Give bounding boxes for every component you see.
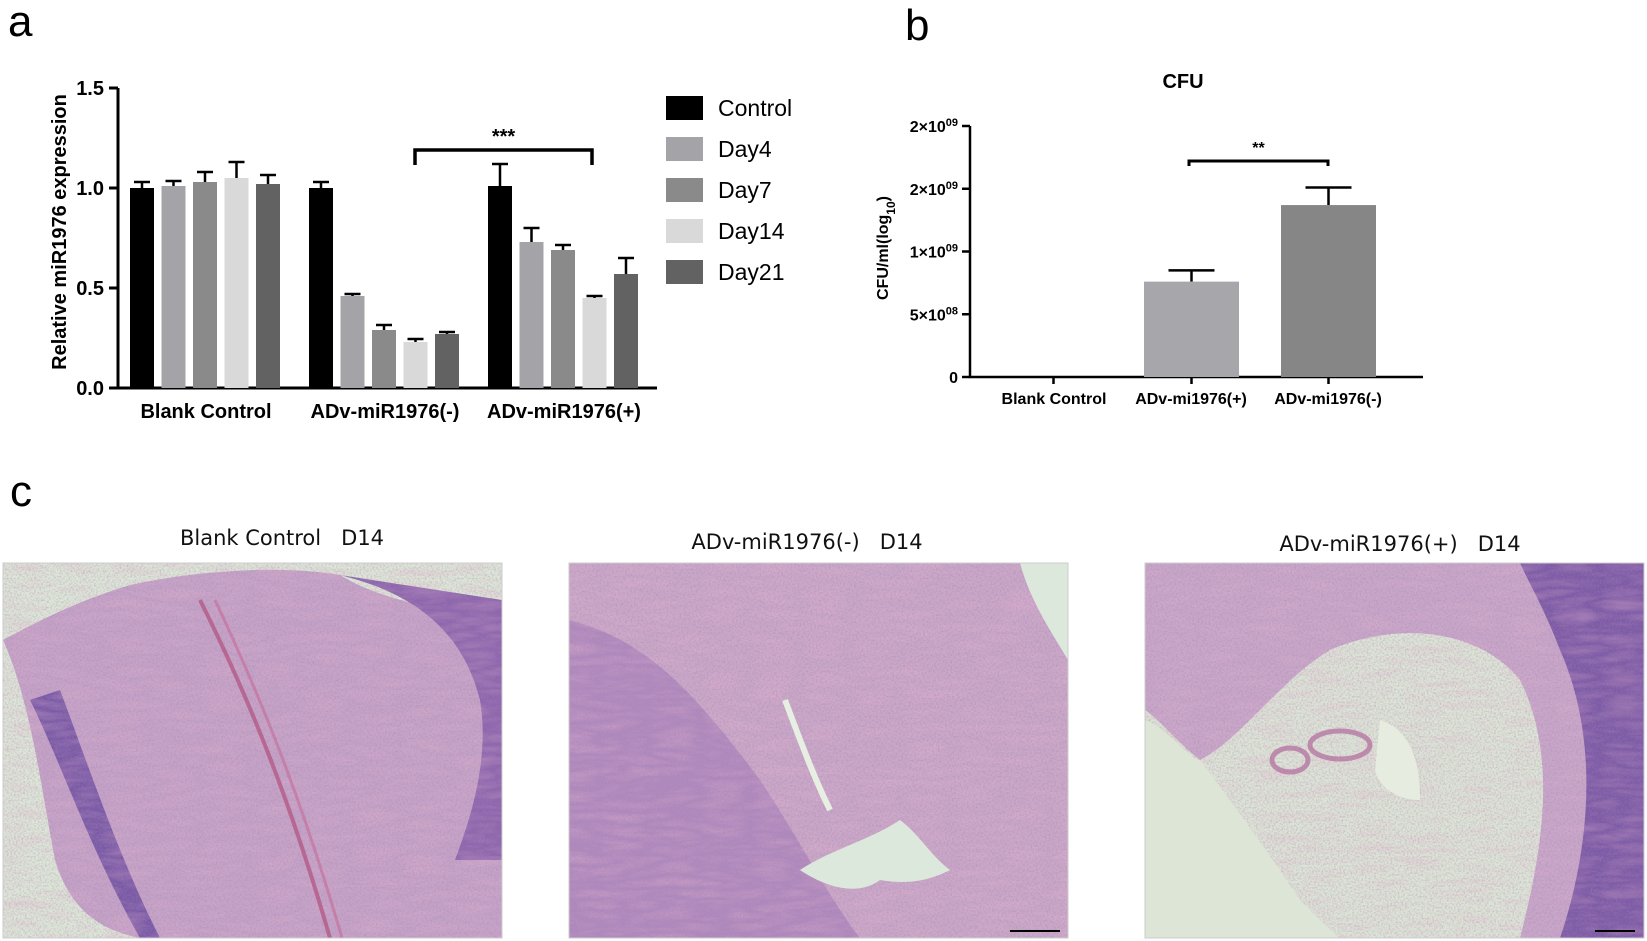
histology-title-1: Blank Control D14 <box>180 526 384 550</box>
y-axis-label-a: Relative miR1976 expression <box>49 94 71 370</box>
y-tick-label-a: 1.5 <box>76 78 104 100</box>
significance-label-a: *** <box>492 126 516 148</box>
panel-letter-b: b <box>905 1 929 50</box>
y-tick-label-a: 0.5 <box>76 278 104 300</box>
bar-a <box>256 184 280 388</box>
bar-a <box>309 188 333 388</box>
histology-title-2: ADv-miR1976(-) D14 <box>691 530 922 554</box>
bar-b <box>1281 205 1376 377</box>
histology-image-adv-plus <box>1144 562 1645 939</box>
y-tick-label-b: 5×1008 <box>910 305 958 324</box>
x-tick-label-b: ADv-mi1976(-) <box>1274 391 1382 408</box>
histology-title-3: ADv-miR1976(+) D14 <box>1279 532 1520 556</box>
bar-a <box>435 334 459 388</box>
cfu-chart-title: CFU <box>1162 71 1203 93</box>
legend-swatch <box>666 260 703 284</box>
y-axis-label-b-text: CFU/ml(log <box>875 215 892 300</box>
y-tick-base: 0 <box>949 370 958 387</box>
legend-swatch <box>666 137 703 161</box>
expression-chart-marks: 0.0 0.5 1.0 1.5 Blank Control ADv-miR1976(-) A… <box>76 78 657 423</box>
y-tick-label-b: 0 <box>949 370 958 387</box>
bar-a <box>372 330 396 388</box>
y-tick-label-b: 1×1009 <box>910 243 958 262</box>
y-tick-exponent: 09 <box>946 243 958 255</box>
x-tick-label-a: ADv-miR1976(+) <box>487 401 641 423</box>
x-tick-label-b: Blank Control <box>1002 391 1107 408</box>
y-tick-base: 2×10 <box>910 182 946 199</box>
bar-a <box>488 186 512 388</box>
y-tick-label-a: 1.0 <box>76 178 104 200</box>
y-tick-base: 5×10 <box>910 307 946 324</box>
bar-b <box>1144 281 1239 377</box>
y-tick-label-b: 2×1009 <box>910 117 958 136</box>
legend-swatch <box>666 96 703 120</box>
y-tick-exponent: 09 <box>946 180 958 192</box>
x-tick-label-a: ADv-miR1976(-) <box>311 401 460 423</box>
x-tick-label-b: ADv-mi1976(+) <box>1135 391 1247 408</box>
panel-letter-a: a <box>8 0 33 46</box>
significance-label-b: ** <box>1252 140 1265 157</box>
legend-swatch <box>666 178 703 202</box>
panel-letter-c: c <box>10 467 32 516</box>
y-tick-exponent: 09 <box>946 117 958 129</box>
y-tick-label-b: 2×1009 <box>910 180 958 199</box>
significance-bracket-a <box>413 148 594 165</box>
legend: Control Day4 Day7 Day14 Day21 <box>666 95 792 285</box>
expression-chart: Relative miR1976 expression 0.0 0.5 1.0 1.5… <box>49 78 792 423</box>
x-tick-label-a: Blank Control <box>140 401 271 423</box>
legend-swatch <box>666 219 703 243</box>
y-tick-base: 1×10 <box>910 245 946 262</box>
bar-a <box>340 296 365 388</box>
cfu-chart: CFU CFU/ml(log10) 05×10081×10092×10092×1… <box>875 71 1423 408</box>
legend-label: Day21 <box>718 259 784 285</box>
y-axis-label-b-close: ) <box>875 196 892 201</box>
bar-a <box>224 178 249 388</box>
bar-a <box>519 242 544 388</box>
legend-label: Control <box>718 95 792 121</box>
legend-label: Day4 <box>718 136 772 162</box>
bar-a <box>582 298 607 388</box>
bar-a <box>130 188 154 388</box>
y-tick-label-a: 0.0 <box>76 378 104 400</box>
histology-panels: Blank Control D14 ADv-miR1976(-) D14 ADv… <box>2 526 1645 939</box>
bar-a <box>161 186 186 388</box>
histology-image-blank-control <box>2 562 503 939</box>
y-tick-exponent: 08 <box>946 305 958 317</box>
legend-label: Day14 <box>718 218 785 244</box>
bar-a <box>193 182 217 388</box>
y-axis-label-b: CFU/ml(log10) <box>875 196 898 300</box>
y-tick-base: 2×10 <box>910 119 946 136</box>
significance-bracket-b <box>1187 159 1330 166</box>
histology-image-adv-minus <box>568 562 1069 939</box>
bar-a <box>403 342 428 388</box>
bar-a <box>614 274 638 388</box>
y-axis-label-b-subscript: 10 <box>884 201 898 215</box>
legend-label: Day7 <box>718 177 772 203</box>
bar-a <box>551 250 575 388</box>
